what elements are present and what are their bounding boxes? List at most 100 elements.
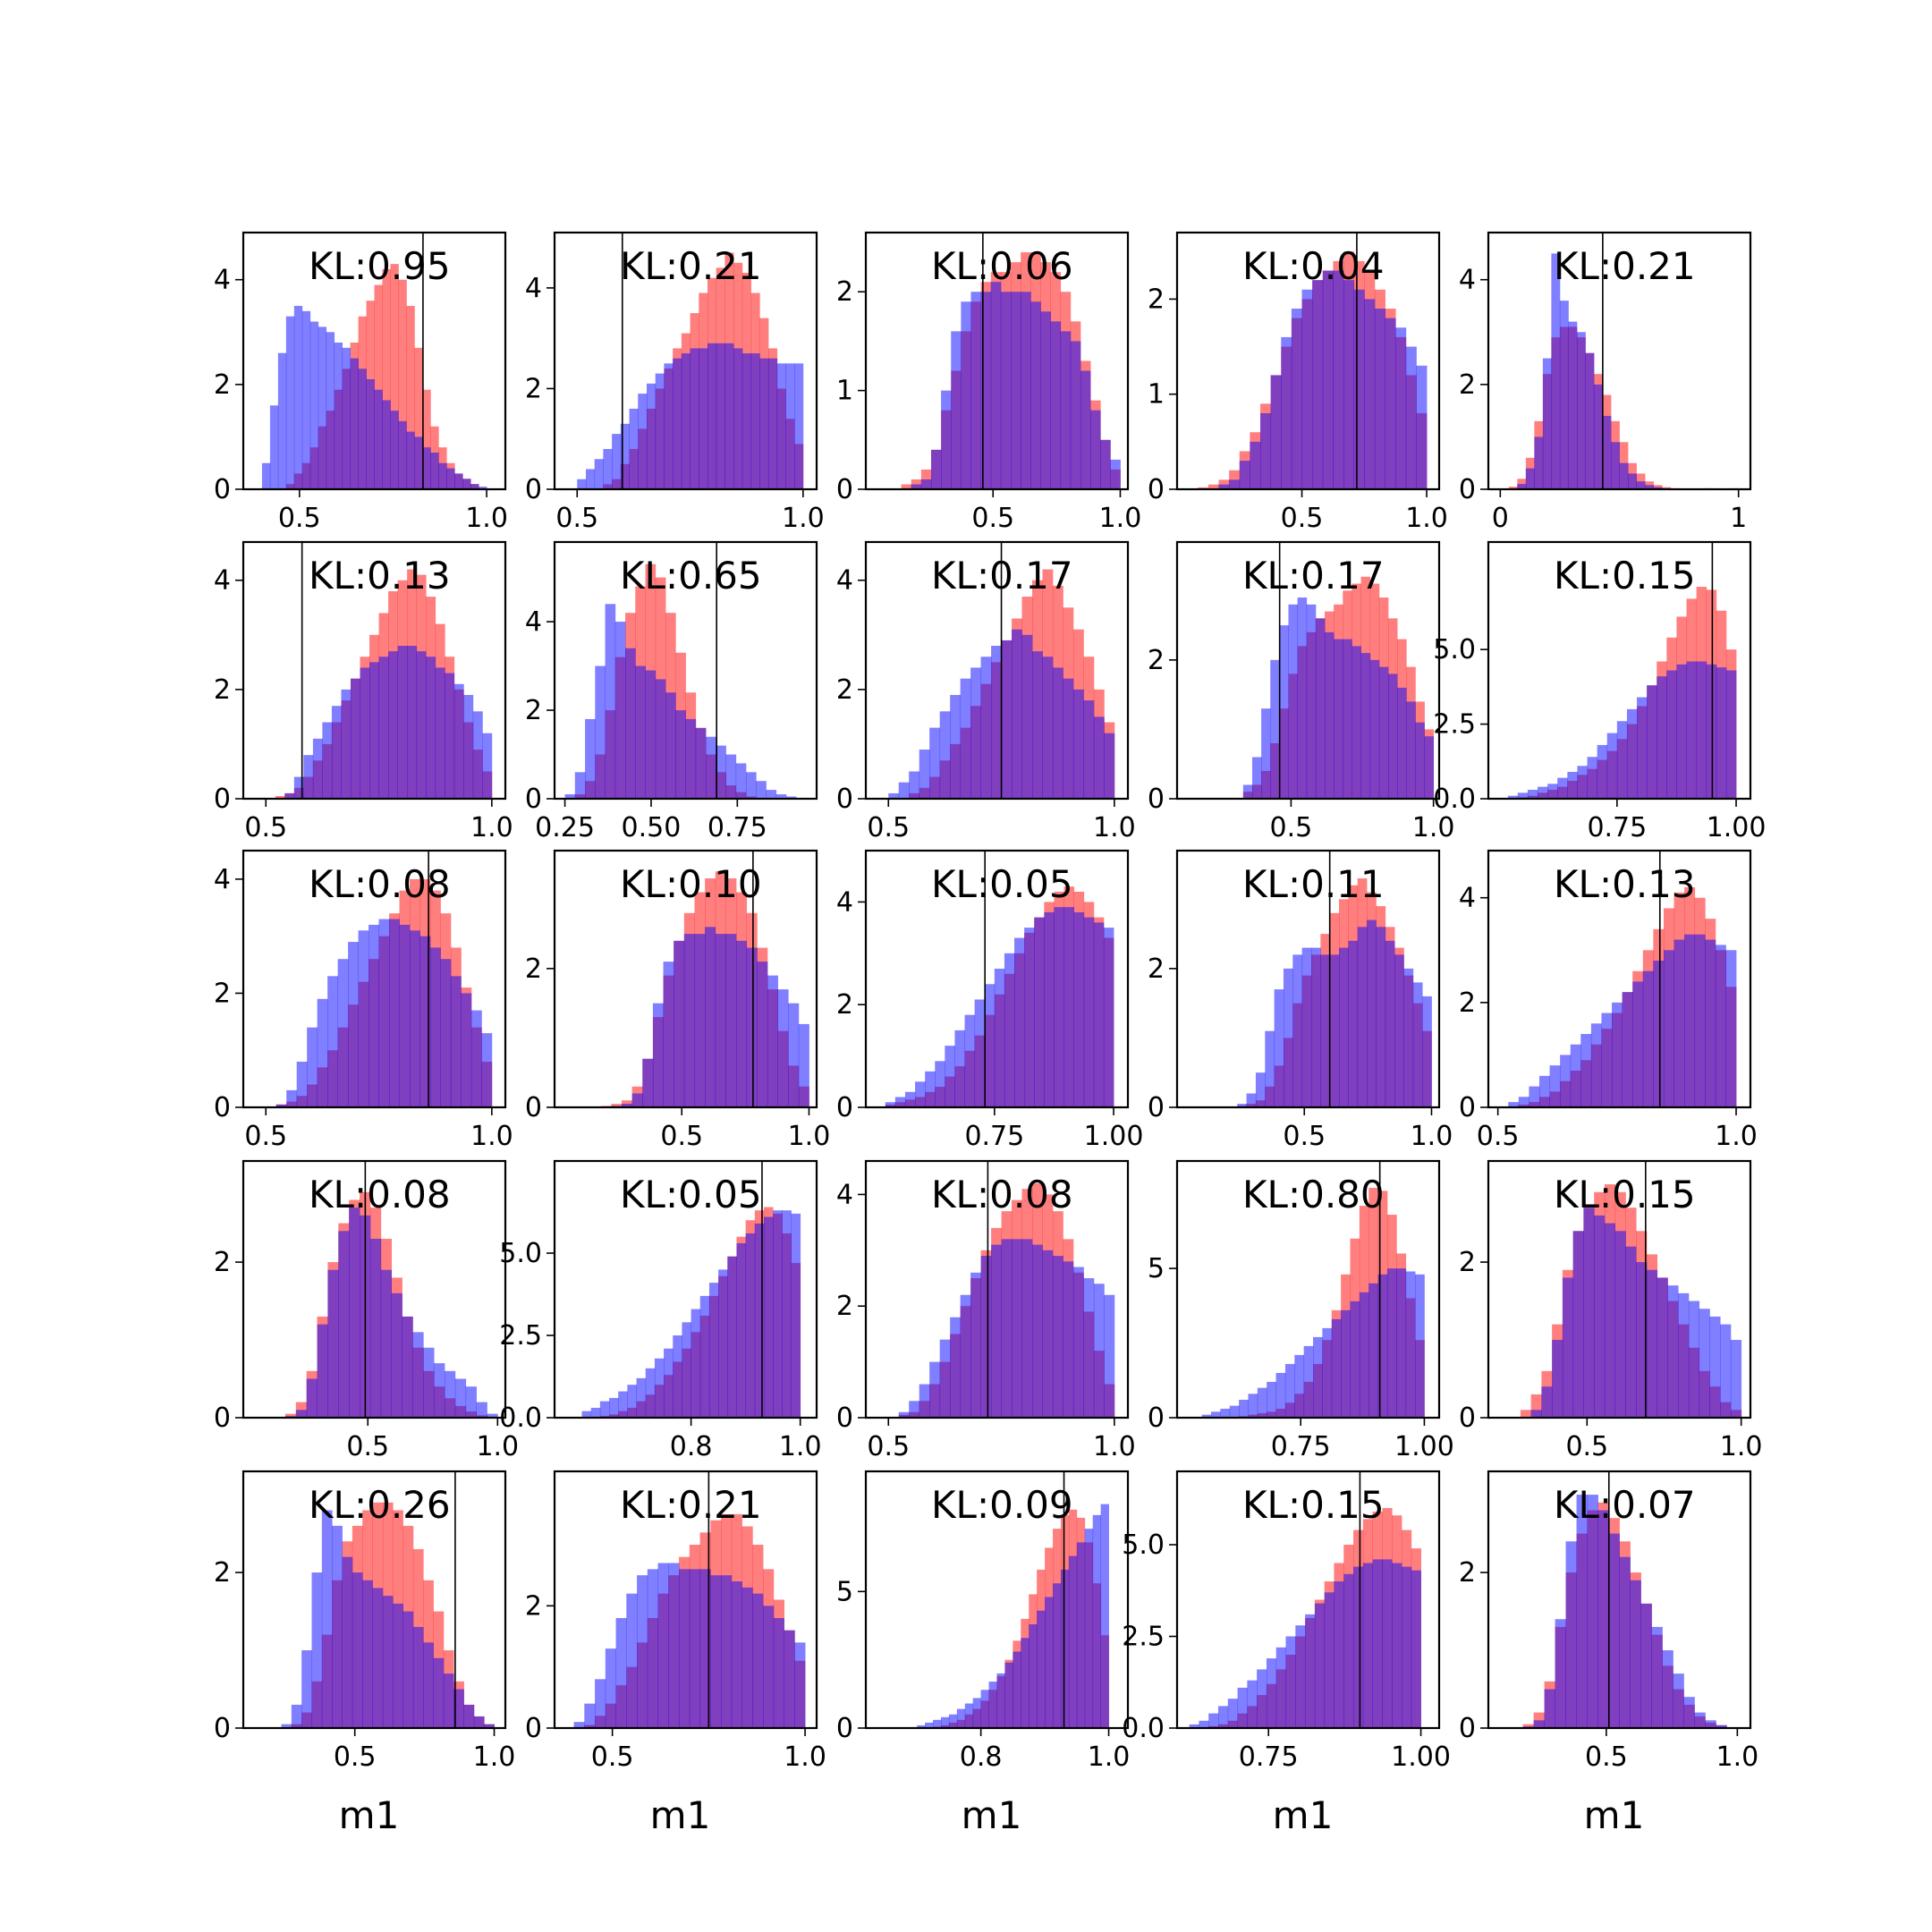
- x-tick-label: 1.0: [782, 503, 825, 534]
- x-tick-label: 1.0: [1093, 812, 1136, 843]
- subplot-r5-c2: 0 2 0.5 1.0 KL:0.21 m1: [525, 1470, 826, 1837]
- blue-histogram-bar: [1257, 1387, 1267, 1418]
- blue-histogram-bar: [1305, 1614, 1316, 1728]
- blue-histogram-bar: [1343, 639, 1352, 799]
- blue-histogram-bar: [933, 1719, 942, 1728]
- blue-histogram-bar: [1614, 1231, 1626, 1418]
- blue-histogram-bar: [776, 363, 786, 489]
- blue-histogram-bar: [444, 1370, 456, 1418]
- y-tick-label: 5.0: [1122, 1530, 1165, 1561]
- kl-annotation: KL:0.15: [1554, 554, 1696, 597]
- red-histogram-bar: [275, 795, 285, 799]
- blue-histogram-bar: [1021, 292, 1031, 489]
- blue-histogram-bar: [1201, 1414, 1212, 1418]
- red-histogram-bar: [374, 284, 383, 489]
- blue-histogram-bar: [1688, 1301, 1700, 1418]
- blue-histogram-bar: [1090, 410, 1101, 489]
- blue-histogram-bar: [1275, 1647, 1286, 1728]
- y-tick-label: 2: [1148, 284, 1165, 315]
- blue-histogram-bar: [718, 1269, 728, 1418]
- blue-histogram-bar: [1083, 700, 1095, 799]
- blue-histogram-bar: [721, 1575, 733, 1728]
- blue-histogram-bar: [980, 657, 992, 799]
- x-tick-label: 0.5: [660, 1121, 703, 1152]
- y-tick-label: 5: [1148, 1253, 1165, 1284]
- blue-histogram-bar: [391, 1292, 402, 1418]
- blue-histogram-bar: [1281, 336, 1292, 489]
- blue-histogram-bar: [1021, 634, 1033, 799]
- blue-histogram-bar: [487, 1413, 498, 1418]
- blue-histogram-bar: [1000, 292, 1012, 489]
- blue-histogram-bar: [1552, 1340, 1563, 1418]
- blue-histogram-bar: [362, 1580, 373, 1728]
- blue-histogram-bar: [1666, 670, 1677, 799]
- axes-frame: [1175, 1470, 1441, 1730]
- blue-histogram-bar: [1270, 375, 1282, 489]
- blue-histogram-bar: [939, 1339, 951, 1418]
- blue-histogram-bar: [1622, 992, 1633, 1107]
- x-tick-label: 0.75: [1271, 1431, 1331, 1462]
- blue-histogram-bar: [980, 1256, 992, 1418]
- blue-histogram-bar: [341, 689, 352, 799]
- blue-histogram-bar: [788, 1003, 800, 1107]
- blue-histogram-bar: [1014, 937, 1025, 1107]
- blue-histogram-bar: [1626, 708, 1638, 799]
- blue-histogram-bar: [1572, 1231, 1584, 1418]
- blue-histogram-bar: [1031, 1244, 1043, 1418]
- blue-histogram-bar: [620, 423, 630, 489]
- y-tick-label: 2: [214, 1247, 231, 1278]
- blue-histogram-bar: [685, 718, 697, 799]
- kl-annotation: KL:0.17: [1242, 554, 1385, 597]
- blue-histogram-bar: [798, 1023, 809, 1107]
- blue-histogram-bar: [773, 1210, 783, 1418]
- axes-frame: [1487, 231, 1752, 491]
- blue-histogram-bar: [1093, 922, 1105, 1107]
- blue-histogram-bar: [990, 282, 1002, 489]
- y-tick-label: 0: [214, 784, 231, 815]
- x-tick-label: 1.0: [788, 1121, 831, 1152]
- blue-histogram-bar: [348, 942, 359, 1107]
- blue-histogram-bar: [261, 462, 271, 489]
- blue-histogram-bar: [1270, 659, 1280, 799]
- blue-histogram-bar: [1083, 917, 1095, 1107]
- blue-histogram-bar: [1341, 1309, 1351, 1418]
- axes-frame: [1175, 540, 1441, 801]
- y-tick-label: 5.0: [1433, 634, 1476, 665]
- y-tick-label: 2: [836, 674, 853, 706]
- axes-frame: [242, 540, 507, 801]
- y-tick-label: 2: [1148, 953, 1165, 985]
- x-tick-label: 0.5: [1477, 1121, 1520, 1152]
- blue-histogram-bar: [358, 369, 367, 489]
- blue-histogram-bar: [590, 1407, 601, 1418]
- histogram-bars: [901, 252, 1121, 489]
- subplot-r5-c1: 0 2 0.5 1.0 KL:0.26 m1: [214, 1470, 515, 1837]
- blue-histogram-bar: [306, 1378, 318, 1418]
- subplot-r1-c2: 0 2 4 0.5 1.0 KL:0.21: [525, 231, 825, 534]
- y-tick-label: 0: [1148, 784, 1165, 815]
- blue-histogram-bar: [1507, 795, 1519, 799]
- blue-histogram-bar: [1576, 1495, 1588, 1728]
- blue-histogram-bar: [1227, 1699, 1238, 1728]
- blue-histogram-bar: [940, 1716, 950, 1728]
- blue-histogram-bar: [605, 604, 616, 799]
- blue-histogram-bar: [334, 343, 343, 489]
- blue-histogram-bar: [725, 934, 737, 1107]
- blue-histogram-bar: [1012, 629, 1022, 799]
- histogram-bars: [1508, 253, 1740, 489]
- y-tick-label: 2: [214, 674, 231, 706]
- y-tick-label: 0: [1148, 474, 1165, 505]
- blue-histogram-bar: [1248, 1394, 1258, 1418]
- subplot-r2-c4: 0 2 0.5 1.0 KL:0.17: [1148, 540, 1454, 843]
- blue-histogram-bar: [1322, 270, 1334, 489]
- y-tick-label: 0: [1459, 1092, 1476, 1123]
- x-tick-label: 1.0: [779, 1431, 822, 1462]
- blue-histogram-bar: [462, 479, 471, 489]
- blue-histogram-bar: [581, 1411, 592, 1418]
- axes-frame: [864, 231, 1130, 491]
- blue-histogram-bar: [1568, 321, 1578, 489]
- blue-histogram-bar: [291, 1704, 302, 1728]
- blue-histogram-bar: [1705, 1720, 1716, 1728]
- blue-histogram-bar: [1401, 1566, 1412, 1728]
- blue-histogram-bar: [1593, 384, 1603, 489]
- histogram-bars: [577, 252, 804, 489]
